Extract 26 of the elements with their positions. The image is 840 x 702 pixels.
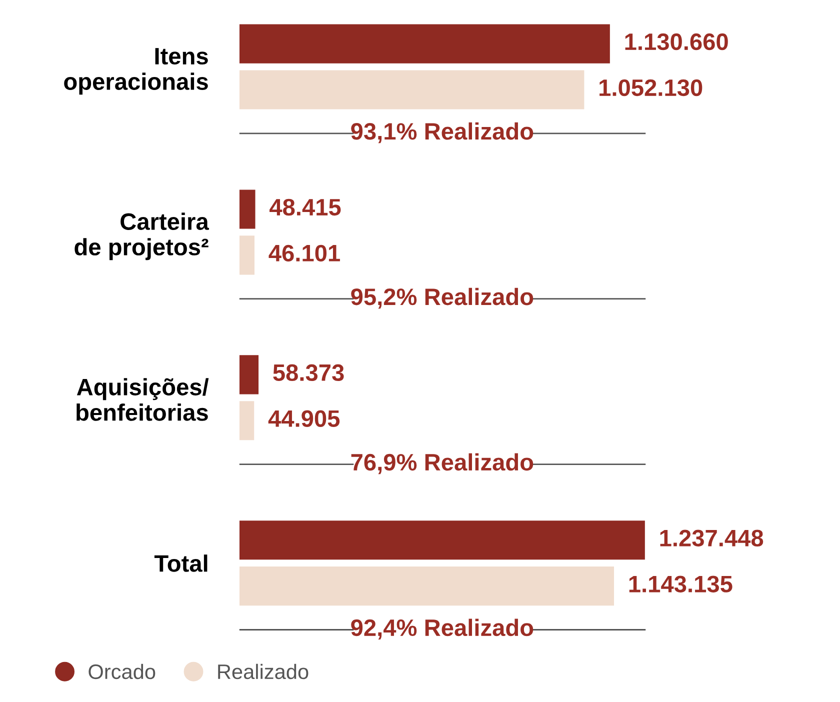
annotation: 93,1% Realizado (351, 122, 534, 144)
annotation: 92,4% Realizado (351, 618, 534, 640)
bar (239, 566, 614, 606)
data-label: 58.373 (273, 364, 344, 382)
data-label: 1.143.135 (629, 576, 732, 592)
data-label: 48.415 (270, 198, 341, 216)
data-label: 44.905 (268, 410, 340, 427)
annotation: 95,2% Realizado (351, 288, 534, 309)
data-label: 1.237.448 (660, 530, 764, 547)
data-label: 1.130.660 (625, 33, 728, 50)
bar (239, 24, 610, 64)
y-tick-label: Aquisições/ benfeitorias (76, 378, 209, 421)
y-tick-label: Total (154, 554, 208, 572)
bar (239, 236, 255, 275)
y-tick-label: Itens operacionais (64, 48, 208, 95)
legend-label: Orcado (88, 664, 156, 680)
legend-label: Realizado (218, 664, 308, 680)
bar (239, 355, 259, 394)
bar (239, 520, 645, 560)
bar (239, 190, 256, 229)
bar (239, 401, 254, 440)
data-label: 1.052.130 (600, 79, 702, 96)
data-label: 46.101 (268, 244, 340, 262)
y-tick-label: Carteira de projetos² (74, 212, 209, 260)
annotation: 76,9% Realizado (351, 453, 534, 474)
bar (239, 70, 584, 110)
